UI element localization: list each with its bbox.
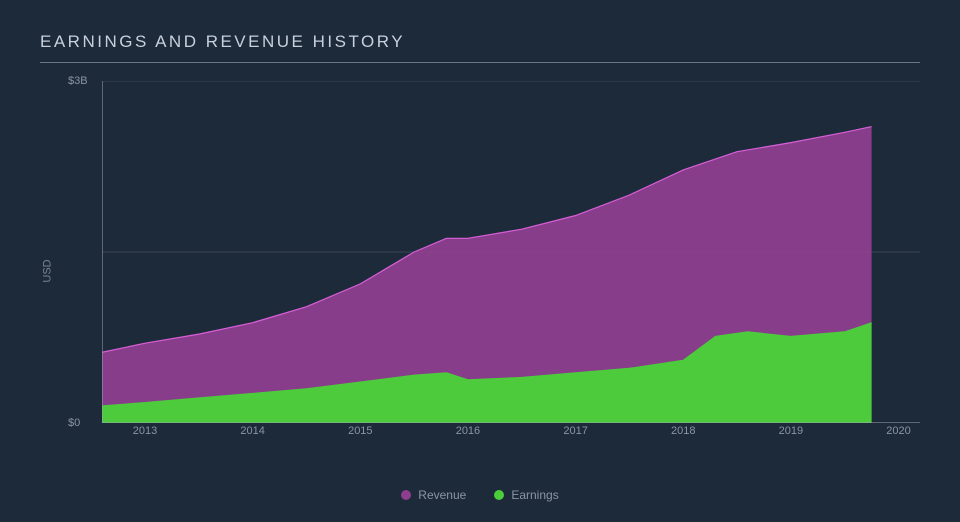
y-axis-label: USD bbox=[42, 259, 54, 282]
legend-swatch bbox=[401, 490, 411, 500]
x-ticks: 2013 2014 2015 2016 2017 2018 2019 2020 bbox=[102, 425, 920, 441]
legend-swatch bbox=[494, 490, 504, 500]
y-tick-label: $3B bbox=[68, 75, 88, 87]
x-tick-label: 2020 bbox=[886, 425, 910, 437]
legend-item-revenue: Revenue bbox=[401, 488, 466, 502]
chart-title: EARNINGS AND REVENUE HISTORY bbox=[40, 32, 920, 63]
legend-label: Revenue bbox=[418, 488, 466, 502]
chart-area: USD $0$3B 201320142015201620172018201920… bbox=[40, 81, 920, 461]
x-tick-label: 2016 bbox=[456, 425, 480, 437]
y-tick-label: $0 bbox=[68, 417, 80, 429]
legend-item-earnings: Earnings bbox=[494, 488, 558, 502]
x-tick-label: 2019 bbox=[779, 425, 803, 437]
legend: Revenue Earnings bbox=[0, 488, 960, 502]
legend-label: Earnings bbox=[511, 488, 558, 502]
x-tick-label: 2018 bbox=[671, 425, 695, 437]
x-tick-label: 2014 bbox=[240, 425, 264, 437]
x-tick-label: 2015 bbox=[348, 425, 372, 437]
plot-area bbox=[102, 81, 920, 423]
x-tick-label: 2013 bbox=[133, 425, 157, 437]
chart-svg bbox=[102, 81, 920, 423]
x-tick-label: 2017 bbox=[563, 425, 587, 437]
chart-container: EARNINGS AND REVENUE HISTORY USD $0 $3B 2… bbox=[0, 0, 960, 522]
